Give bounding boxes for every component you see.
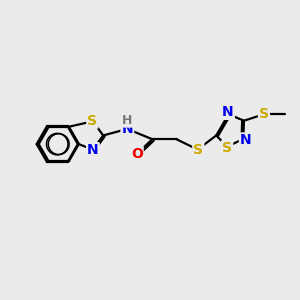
Text: N: N xyxy=(240,134,251,147)
Text: O: O xyxy=(131,147,143,161)
Text: S: S xyxy=(259,107,269,121)
Text: N: N xyxy=(222,105,234,119)
Text: S: S xyxy=(87,114,97,128)
Text: S: S xyxy=(193,143,203,157)
Text: S: S xyxy=(222,141,232,155)
Text: N: N xyxy=(87,143,99,157)
Text: H: H xyxy=(122,114,133,127)
Text: N: N xyxy=(122,122,133,136)
